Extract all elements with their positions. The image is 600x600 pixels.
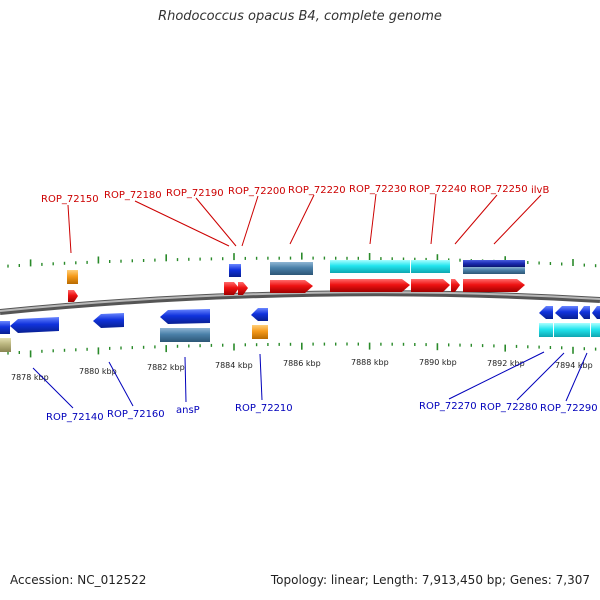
bottom-feature-blocks xyxy=(0,323,600,352)
gene-ROP_72160[interactable] xyxy=(93,313,124,328)
scale-label: 7890 kbp xyxy=(419,358,457,367)
gene-ROP_72190[interactable] xyxy=(238,282,248,295)
gene-ROP_72280b[interactable] xyxy=(579,306,590,319)
navy-block-ilvB[interactable] xyxy=(463,260,525,267)
bottom-leader-lines xyxy=(32,351,588,409)
scale-label: 7880 kbp xyxy=(79,367,117,376)
scale-label: 7894 kbp xyxy=(555,361,593,370)
gene-ROP_72280[interactable] xyxy=(555,306,578,319)
accession-text: Accession: NC_012522 xyxy=(10,573,147,587)
orange-block-72210[interactable] xyxy=(252,325,268,339)
gene-label-top[interactable]: ilvB xyxy=(531,185,549,196)
gene-label-top[interactable]: ROP_72240 xyxy=(409,184,467,195)
scale-label: 7886 kbp xyxy=(283,359,321,368)
topology-stats-text: Topology: linear; Length: 7,913,450 bp; … xyxy=(270,573,590,587)
cyan-block-72290[interactable] xyxy=(591,323,600,337)
gene-ROP_72140[interactable] xyxy=(10,317,59,333)
top-gene-labels: ROP_72150 ROP_72180 ROP_72190 ROP_72200 … xyxy=(41,184,549,205)
gene-label-bottom[interactable]: ROP_72270 xyxy=(419,401,477,412)
tick-track-bottom xyxy=(7,342,597,358)
gene-ROP_72240b[interactable] xyxy=(451,279,460,292)
scale-label: 7888 kbp xyxy=(351,358,389,367)
gene-label-bottom[interactable]: ROP_72280 xyxy=(480,402,538,413)
top-feature-blocks xyxy=(67,260,525,284)
gene-label-bottom[interactable]: ansP xyxy=(176,405,200,416)
cyan-block-72240[interactable] xyxy=(411,260,450,273)
gene-ROP_72290[interactable] xyxy=(592,306,600,319)
gene-label-top[interactable]: ROP_72250 xyxy=(470,184,528,195)
gene-label-top[interactable]: ROP_72220 xyxy=(288,185,346,196)
gene-label-top[interactable]: ROP_72150 xyxy=(41,194,99,205)
gene-label-bottom[interactable]: ROP_72160 xyxy=(107,409,165,420)
orange-block-72150[interactable] xyxy=(67,270,78,284)
forward-strand xyxy=(68,279,525,302)
steel-block-ilvB[interactable] xyxy=(463,267,525,274)
cyan-block-72230[interactable] xyxy=(330,260,410,273)
scale-labels: 7878 kbp 7880 kbp 7882 kbp 7884 kbp 7886… xyxy=(11,358,593,382)
scale-label: 7878 kbp xyxy=(11,373,49,382)
steel-block-ansP[interactable] xyxy=(160,328,210,342)
gene-ROP_72220[interactable] xyxy=(270,280,313,293)
map-title: Rhodococcus opacus B4, complete genome xyxy=(158,9,442,24)
backbone-arc xyxy=(0,290,600,315)
scale-label: 7882 kbp xyxy=(147,363,185,372)
gene-ROP_72150[interactable] xyxy=(68,290,78,302)
gene-label-top[interactable]: ROP_72180 xyxy=(104,190,162,201)
gene-label-top[interactable]: ROP_72190 xyxy=(166,188,224,199)
gene-label-top[interactable]: ROP_72200 xyxy=(228,186,286,197)
gene-ROP_72210[interactable] xyxy=(251,308,268,321)
cyan-block-72280[interactable] xyxy=(554,323,590,337)
olive-block[interactable] xyxy=(0,338,11,352)
gene-ROP_72130[interactable] xyxy=(0,321,10,334)
reverse-strand xyxy=(0,306,600,334)
gene-ansP[interactable] xyxy=(160,309,210,324)
scale-label: 7884 kbp xyxy=(215,361,253,370)
blue-block-72190[interactable] xyxy=(229,264,241,277)
gene-ROP_72230[interactable] xyxy=(330,279,410,292)
gene-label-bottom[interactable]: ROP_72210 xyxy=(235,403,293,414)
steel-block-72220[interactable] xyxy=(270,262,313,275)
gene-ilvB[interactable] xyxy=(463,279,525,292)
gene-label-bottom[interactable]: ROP_72290 xyxy=(540,403,598,414)
gene-ROP_72240[interactable] xyxy=(411,279,450,292)
cyan-block-72270[interactable] xyxy=(539,323,553,337)
gene-ROP_72270[interactable] xyxy=(539,306,553,319)
gene-ROP_72180[interactable] xyxy=(224,282,239,295)
gene-label-top[interactable]: ROP_72230 xyxy=(349,184,407,195)
gene-label-bottom[interactable]: ROP_72140 xyxy=(46,412,104,423)
top-leader-lines xyxy=(67,193,542,254)
backbone-arc-highlight xyxy=(0,291,600,312)
scale-label: 7892 kbp xyxy=(487,359,525,368)
bottom-gene-labels: ROP_72140 ROP_72160 ansP ROP_72210 ROP_7… xyxy=(46,401,598,423)
